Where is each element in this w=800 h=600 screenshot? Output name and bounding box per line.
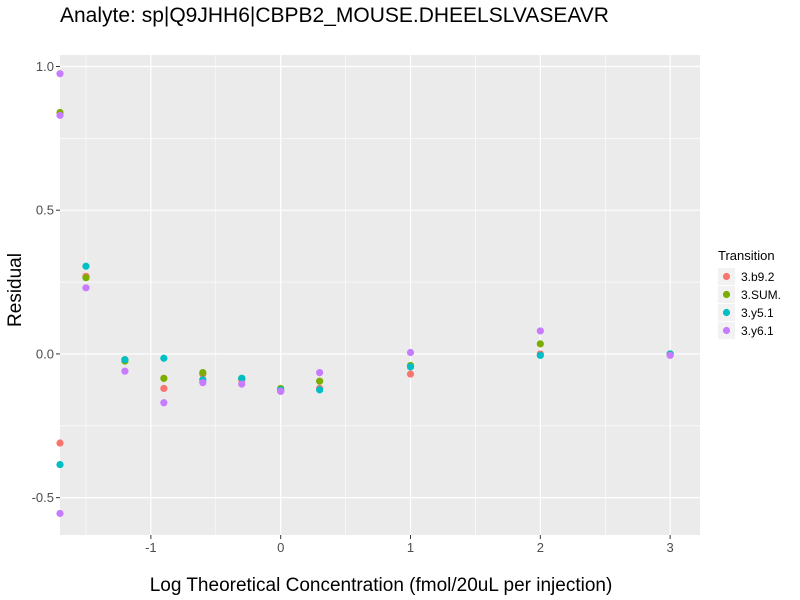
- data-point-3-y5-1: [238, 374, 246, 382]
- data-point-3-y6-1: [56, 111, 64, 119]
- y-tick-label: 0.0: [36, 346, 54, 361]
- legend-key: [722, 308, 731, 317]
- data-point-3-sum: [536, 340, 544, 348]
- data-point-3-y5-1: [536, 351, 544, 359]
- x-tick-label: 1: [407, 540, 414, 555]
- y-tick-label: 0.5: [36, 203, 54, 218]
- legend-label: 3.y6.1: [741, 324, 774, 338]
- y-axis-title: Residual: [5, 253, 26, 327]
- legend-key: [722, 326, 731, 335]
- data-point-3-y5-1: [82, 262, 90, 270]
- legend-key: [722, 272, 731, 281]
- data-point-3-y6-1: [56, 509, 64, 518]
- data-point-3-b9-2: [56, 439, 64, 447]
- data-point-3-b9-2: [160, 384, 168, 393]
- data-point-3-y5-1: [160, 354, 168, 362]
- data-point-3-y6-1: [536, 327, 544, 335]
- legend-key: [722, 290, 731, 299]
- legend-label: 3.SUM.: [741, 288, 781, 302]
- data-point-3-sum: [199, 369, 207, 377]
- data-point-3-y6-1: [277, 387, 285, 395]
- data-point-3-sum: [160, 374, 168, 382]
- data-point-3-y6-1: [238, 380, 246, 388]
- data-point-3-y6-1: [199, 379, 207, 387]
- x-tick-label: 2: [537, 540, 544, 555]
- legend-label: 3.b9.2: [741, 270, 775, 284]
- data-point-3-y5-1: [406, 363, 415, 371]
- data-point-3-y5-1: [56, 460, 64, 469]
- x-tick-label: 0: [277, 540, 284, 555]
- data-point-3-y6-1: [82, 284, 90, 292]
- data-point-3-y6-1: [666, 351, 674, 359]
- legend: Transition 3.b9.2 3.SUM. 3.y5.1 3.y6.1: [718, 248, 781, 339]
- chart-title: Analyte: sp|Q9JHH6|CBPB2_MOUSE.DHEELSLVA…: [60, 4, 609, 27]
- data-point-3-y6-1: [160, 399, 168, 407]
- y-tick-label: 1.0: [36, 59, 54, 74]
- plot-panel: [60, 55, 700, 535]
- data-point-3-y6-1: [316, 369, 324, 377]
- data-point-3-y6-1: [406, 348, 415, 357]
- x-tick-label: 3: [667, 540, 674, 555]
- grid-lines: [60, 55, 700, 535]
- data-point-3-b9-2: [406, 370, 415, 378]
- x-axis-title: Log Theoretical Concentration (fmol/20uL…: [150, 575, 613, 596]
- y-axis-ticks: -0.5 0.0 0.5 1.0: [32, 59, 60, 505]
- x-axis-ticks: -1 0 1 2 3: [145, 535, 674, 555]
- data-point-3-y6-1: [56, 70, 64, 78]
- x-tick-label: -1: [145, 540, 157, 555]
- legend-title: Transition: [718, 248, 775, 263]
- data-point-3-y5-1: [316, 386, 324, 394]
- data-point-3-y5-1: [121, 356, 129, 364]
- legend-label: 3.y5.1: [741, 306, 774, 320]
- y-tick-label: -0.5: [32, 490, 54, 505]
- data-point-3-y6-1: [121, 367, 129, 375]
- data-point-3-sum: [316, 377, 324, 385]
- data-points: [56, 70, 674, 518]
- data-point-3-sum: [82, 274, 90, 282]
